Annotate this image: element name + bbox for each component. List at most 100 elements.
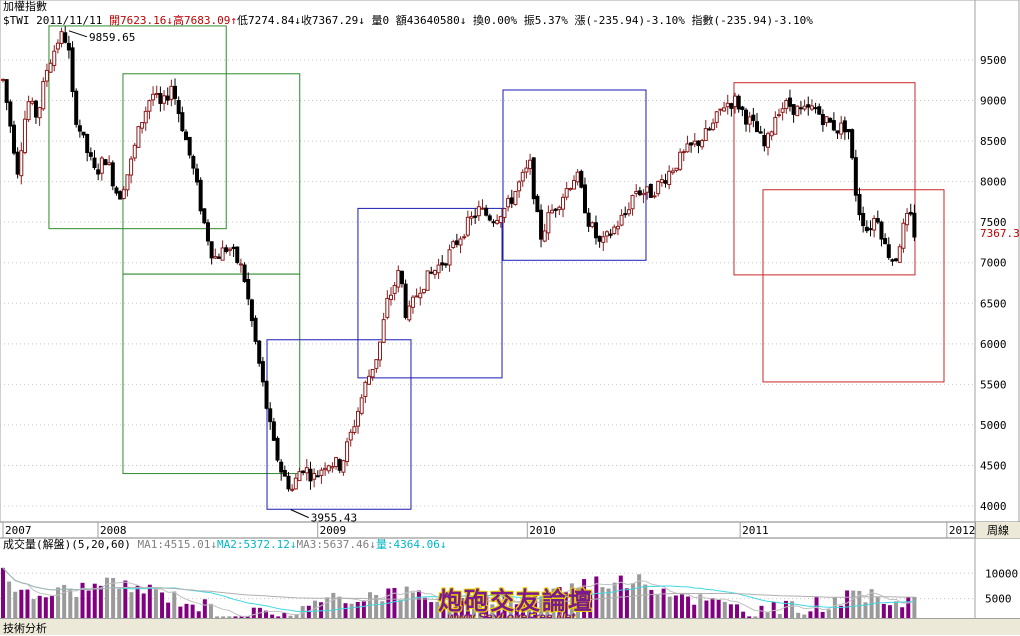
annotation-box-blue: [502, 89, 647, 261]
candle-body: [571, 180, 576, 190]
candle-body: [410, 296, 415, 308]
volume-bar: [594, 576, 599, 624]
volume-bar: [520, 603, 525, 624]
candle-body: [392, 284, 397, 294]
volume-bar: [735, 604, 740, 624]
volume-bar: [741, 611, 746, 624]
candle-body: [473, 215, 478, 218]
volume-bar: [514, 604, 519, 624]
annotation-box-blue: [266, 339, 412, 510]
volume-bar: [557, 587, 562, 624]
candle-body: [74, 90, 79, 125]
volume-bar: [600, 587, 605, 624]
candle-body: [641, 192, 646, 196]
candle-body: [659, 179, 664, 183]
volume-bar: [716, 599, 721, 624]
candle-body: [224, 247, 229, 252]
candle-body: [451, 241, 456, 248]
volume-bar: [508, 596, 513, 624]
candle-body: [582, 184, 587, 214]
price-tick-label: 8000: [980, 176, 1007, 189]
volume-tick-label: 5000: [985, 593, 1012, 606]
candle-body: [238, 263, 243, 266]
candle-body: [809, 105, 814, 110]
candle-body: [407, 305, 412, 321]
candle-body: [44, 69, 49, 82]
volume-bar: [43, 597, 48, 624]
time-tick-label: 2009: [320, 524, 347, 537]
candle-body: [755, 121, 760, 133]
candle-body: [864, 226, 869, 232]
candle-body: [612, 226, 617, 235]
volume-bar: [441, 598, 446, 624]
volume-tick-label: 10000: [985, 567, 1018, 580]
candle-body: [711, 122, 716, 130]
volume-bar: [312, 600, 317, 624]
candle-body: [173, 85, 178, 99]
volume-bar: [679, 594, 684, 624]
volume-bar: [667, 596, 672, 624]
candle-body: [315, 475, 320, 478]
candle-body: [367, 375, 372, 385]
candle-body: [103, 159, 108, 166]
amount-value: 額43640580↓: [395, 14, 467, 27]
volume-bar: [123, 580, 128, 624]
candle-body: [286, 475, 291, 490]
candle-body: [795, 105, 800, 117]
volume-bar: [435, 601, 440, 624]
candle-body: [140, 122, 145, 129]
volume-bar: [832, 597, 837, 624]
candle-body: [626, 209, 631, 215]
candle-body: [114, 187, 119, 194]
price-tick-label: 9500: [980, 54, 1007, 67]
candle-body: [418, 292, 423, 299]
period-button[interactable]: 周線: [975, 522, 1020, 538]
volume-bar: [31, 599, 36, 624]
candle-body: [129, 158, 134, 176]
volume-bar: [881, 603, 886, 624]
price-tick-label: 6000: [980, 338, 1007, 351]
candle-body: [685, 143, 690, 153]
volume-bar: [490, 604, 495, 624]
candle-body: [509, 197, 514, 204]
candle-body: [908, 211, 913, 215]
candle-body: [798, 107, 803, 110]
volume-bar: [111, 578, 116, 624]
volume-bar: [649, 589, 654, 624]
candle-body: [301, 470, 306, 473]
candle-body: [707, 128, 712, 131]
volume-bar: [331, 592, 336, 624]
candle-body: [593, 222, 598, 239]
candle-body: [824, 116, 829, 124]
candle-body: [670, 170, 675, 174]
candle-body: [121, 189, 126, 199]
volume-bar: [484, 595, 489, 624]
candle-body: [791, 104, 796, 115]
volume-bar: [857, 590, 862, 624]
candle-body: [308, 468, 313, 482]
candle-body: [590, 222, 595, 228]
candle-body: [491, 221, 496, 224]
candle-body: [736, 95, 741, 110]
volume-bar: [1, 567, 5, 624]
price-tick-label: 5000: [980, 419, 1007, 432]
candle-body: [388, 294, 393, 300]
candle-body: [714, 111, 719, 123]
candle-body: [403, 283, 408, 318]
volume-bar: [306, 605, 311, 624]
candle-body: [107, 162, 112, 166]
candle-body: [458, 238, 463, 246]
volume-current: 量:4364.06↓: [375, 538, 447, 551]
tab-technical-analysis[interactable]: 技術分析: [3, 622, 47, 635]
candlestick-series: [1, 26, 917, 493]
candle-body: [568, 188, 573, 191]
candle-body: [506, 198, 511, 208]
candle-body: [645, 186, 650, 193]
volume-bar: [172, 591, 177, 624]
volume-bar: [869, 589, 874, 624]
candle-body: [447, 249, 452, 266]
candle-body: [912, 212, 917, 238]
volume-bar: [429, 602, 434, 624]
